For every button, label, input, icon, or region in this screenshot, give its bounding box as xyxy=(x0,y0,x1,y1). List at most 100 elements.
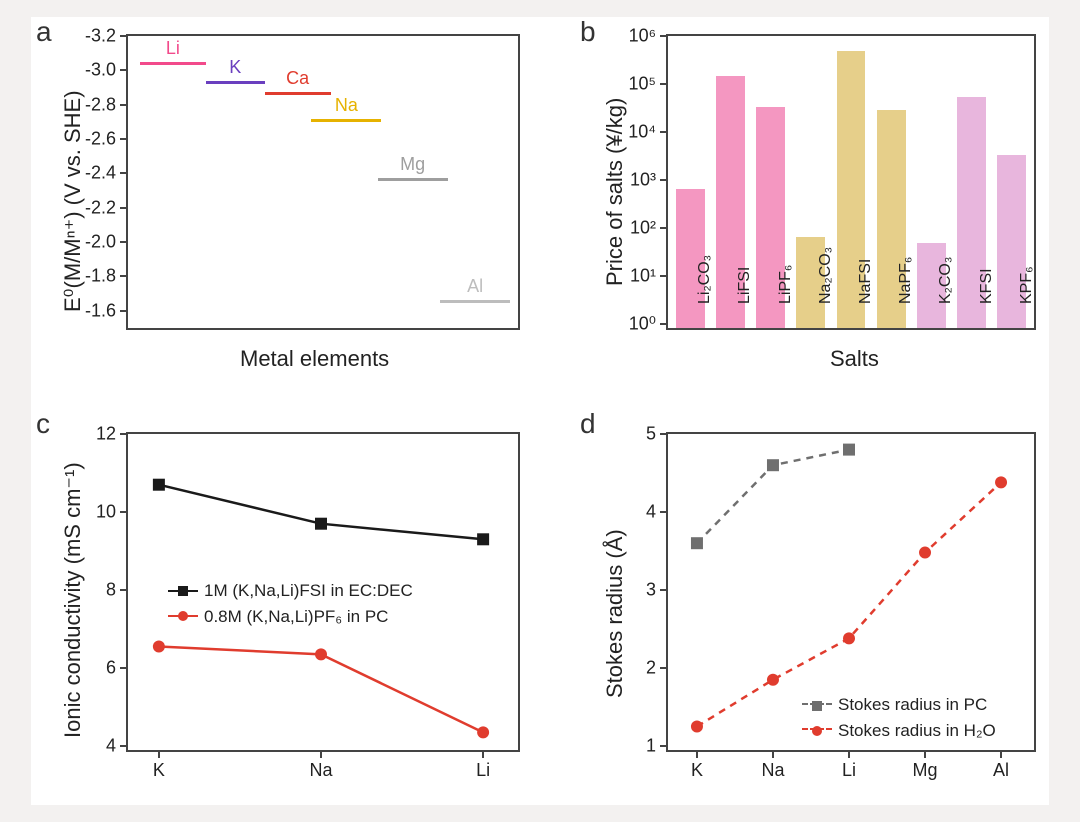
salt-bar: LiFSI xyxy=(716,76,745,328)
salt-bar: KPF₆ xyxy=(997,155,1026,328)
chart-a-xlabel: Metal elements xyxy=(240,346,389,372)
series-marker xyxy=(315,648,327,660)
panel-b-letter: b xyxy=(580,16,596,48)
chart-a-ylabel: E⁰(M/Mⁿ⁺) (V vs. SHE) xyxy=(60,90,86,312)
xtick: Na xyxy=(320,750,322,758)
chart-d-plot: Stokes radius in PC Stokes radius in H₂O… xyxy=(666,432,1036,752)
ytick: 1 xyxy=(660,745,668,747)
series-marker xyxy=(843,444,855,456)
ytick: -2.2 xyxy=(120,207,128,209)
ytick: -2.0 xyxy=(120,241,128,243)
ytick: 2 xyxy=(660,667,668,669)
xtick: K xyxy=(696,750,698,758)
ytick: 3 xyxy=(660,589,668,591)
salt-bar: LiPF₆ xyxy=(756,107,785,328)
legend-label: 1M (K,Na,Li)FSI in EC:DEC xyxy=(204,578,413,604)
ytick: 10³ xyxy=(660,179,668,181)
salt-label: Na₂CO₃ xyxy=(817,247,835,304)
chart-d-legend: Stokes radius in PC Stokes radius in H₂O xyxy=(802,692,996,743)
series-marker xyxy=(153,641,165,653)
salt-bar: NaFSI xyxy=(837,51,866,328)
ytick: 8 xyxy=(120,589,128,591)
chart-b-xlabel: Salts xyxy=(830,346,879,372)
element-bar xyxy=(265,92,331,95)
salt-label: K₂CO₃ xyxy=(937,257,955,304)
series-marker xyxy=(767,674,779,686)
legend-row: Stokes radius in H₂O xyxy=(802,718,996,744)
legend-label: 0.8M (K,Na,Li)PF₆ in PC xyxy=(204,604,388,630)
series-marker xyxy=(767,459,779,471)
panel-a: a -3.2-3.0-2.8-2.6-2.4-2.2-2.0-1.8-1.6Li… xyxy=(30,16,540,396)
ytick: 10⁶ xyxy=(660,35,668,37)
ytick: 10² xyxy=(660,227,668,229)
chart-b-ylabel: Price of salts (¥/kg) xyxy=(602,98,628,286)
ytick: 10 xyxy=(120,511,128,513)
chart-c-ylabel: Ionic conductivity (mS cm⁻¹) xyxy=(60,462,86,738)
panel-c-letter: c xyxy=(36,408,50,440)
series-marker xyxy=(691,721,703,733)
series-marker xyxy=(919,547,931,559)
series-marker xyxy=(153,479,165,491)
element-label: Na xyxy=(335,95,358,116)
legend-row: 1M (K,Na,Li)FSI in EC:DEC xyxy=(168,578,413,604)
xtick: Al xyxy=(1000,750,1002,758)
element-label: Al xyxy=(467,276,483,297)
ytick: 10⁴ xyxy=(660,131,668,133)
legend-row: 0.8M (K,Na,Li)PF₆ in PC xyxy=(168,604,413,630)
salt-label: LiFSI xyxy=(736,267,754,304)
salt-label: Li₂CO₃ xyxy=(696,255,714,304)
panel-a-letter: a xyxy=(36,16,52,48)
element-bar xyxy=(311,119,381,122)
chart-c-plot: 1M (K,Na,Li)FSI in EC:DEC 0.8M (K,Na,Li)… xyxy=(126,432,520,752)
series-marker xyxy=(315,518,327,530)
salt-label: NaFSI xyxy=(857,259,875,304)
salt-label: KFSI xyxy=(978,268,996,304)
ytick: -1.6 xyxy=(120,310,128,312)
chart-c-legend: 1M (K,Na,Li)FSI in EC:DEC 0.8M (K,Na,Li)… xyxy=(168,578,413,629)
series-marker xyxy=(477,726,489,738)
ytick: 4 xyxy=(120,745,128,747)
ytick: -1.8 xyxy=(120,275,128,277)
panel-d-letter: d xyxy=(580,408,596,440)
chart-a-plot: -3.2-3.0-2.8-2.6-2.4-2.2-2.0-1.8-1.6LiKC… xyxy=(126,34,520,330)
xtick: K xyxy=(158,750,160,758)
figure-container: a -3.2-3.0-2.8-2.6-2.4-2.2-2.0-1.8-1.6Li… xyxy=(30,16,1050,806)
salt-bar: KFSI xyxy=(957,97,986,328)
panel-d: d Stokes radius in PC Stokes radius in H… xyxy=(540,408,1050,806)
ytick: 10⁵ xyxy=(660,83,668,85)
element-bar xyxy=(440,300,510,303)
ytick: 12 xyxy=(120,433,128,435)
ytick: 4 xyxy=(660,511,668,513)
ytick: -2.6 xyxy=(120,138,128,140)
panel-c: c 1M (K,Na,Li)FSI in EC:DEC 0.8M (K,Na,L… xyxy=(30,408,540,806)
salt-bar: K₂CO₃ xyxy=(917,243,946,328)
xtick: Na xyxy=(772,750,774,758)
series-marker xyxy=(477,533,489,545)
legend-label: Stokes radius in H₂O xyxy=(838,718,996,744)
salt-bar: NaPF₆ xyxy=(877,110,906,328)
series-marker xyxy=(691,537,703,549)
xtick: Li xyxy=(848,750,850,758)
ytick: -3.0 xyxy=(120,69,128,71)
element-label: Mg xyxy=(400,154,425,175)
legend-label: Stokes radius in PC xyxy=(838,692,987,718)
series-line xyxy=(697,482,1001,726)
ytick: -2.8 xyxy=(120,104,128,106)
series-marker xyxy=(843,632,855,644)
salt-label: LiPF₆ xyxy=(777,265,795,304)
element-bar xyxy=(378,178,448,181)
element-label: K xyxy=(229,57,241,78)
series-line xyxy=(159,485,483,540)
chart-d-ylabel: Stokes radius (Å) xyxy=(602,529,628,698)
element-label: Li xyxy=(166,38,180,59)
element-bar xyxy=(140,62,206,65)
ytick: 10⁰ xyxy=(660,323,668,325)
salt-bar: Na₂CO₃ xyxy=(796,237,825,328)
ytick: 6 xyxy=(120,667,128,669)
panel-b: b 10⁰10¹10²10³10⁴10⁵10⁶Li₂CO₃LiFSILiPF₆N… xyxy=(540,16,1050,396)
series-marker xyxy=(995,476,1007,488)
legend-row: Stokes radius in PC xyxy=(802,692,996,718)
salt-bar: Li₂CO₃ xyxy=(676,189,705,328)
xtick: Li xyxy=(482,750,484,758)
element-bar xyxy=(206,81,265,84)
